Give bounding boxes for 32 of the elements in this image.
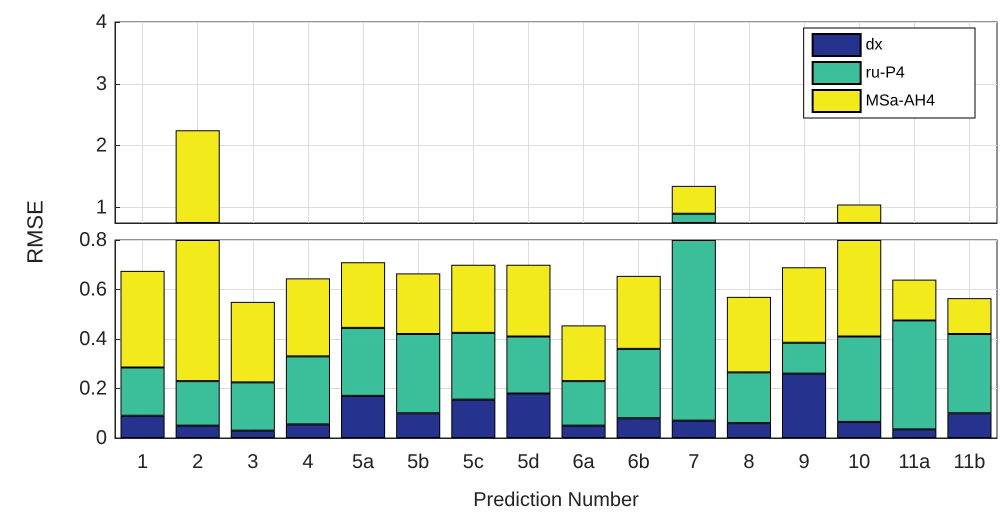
x-tick-label: 5d [517, 451, 540, 473]
bar [837, 204, 882, 223]
x-tick-label: 5a [352, 451, 376, 473]
y-tick-label: 3 [96, 72, 107, 95]
y-axis-title: RMSE [22, 200, 48, 264]
x-tick-label: 1 [137, 451, 148, 473]
bar [176, 130, 220, 223]
x-tick-label: 11b [953, 451, 986, 473]
x-tick-label: 9 [798, 451, 810, 473]
x-tick-label: 11a [898, 451, 932, 473]
x-tick-label: 4 [302, 451, 314, 473]
y-tick-label: 2 [96, 134, 107, 157]
y-tick-label: 0 [96, 427, 107, 449]
legend-label: dx [866, 36, 883, 54]
legend-label: ru-P4 [866, 64, 905, 82]
x-tick-label: 6a [572, 451, 596, 473]
x-tick-label: 3 [247, 451, 258, 473]
x-axis-title: Prediction Number [473, 489, 640, 511]
x-tick-label: 5b [407, 451, 430, 473]
y-tick-label: 0.6 [79, 278, 107, 300]
y-tick-label: 0.2 [79, 378, 107, 400]
x-tick-label: 7 [688, 451, 700, 473]
y-tick-label: 0.4 [79, 328, 107, 350]
y-tick-label: 4 [96, 11, 107, 33]
x-tick-label: 10 [848, 451, 870, 473]
y-tick-label: 0.8 [79, 229, 107, 251]
x-tick-label: 6b [628, 451, 650, 473]
legend-label: MSa-AH4 [866, 92, 936, 110]
y-tick-label: 1 [96, 196, 107, 219]
x-tick-label: 8 [743, 451, 754, 473]
x-tick-label: 2 [192, 451, 204, 473]
x-tick-label: 5c [462, 451, 484, 473]
